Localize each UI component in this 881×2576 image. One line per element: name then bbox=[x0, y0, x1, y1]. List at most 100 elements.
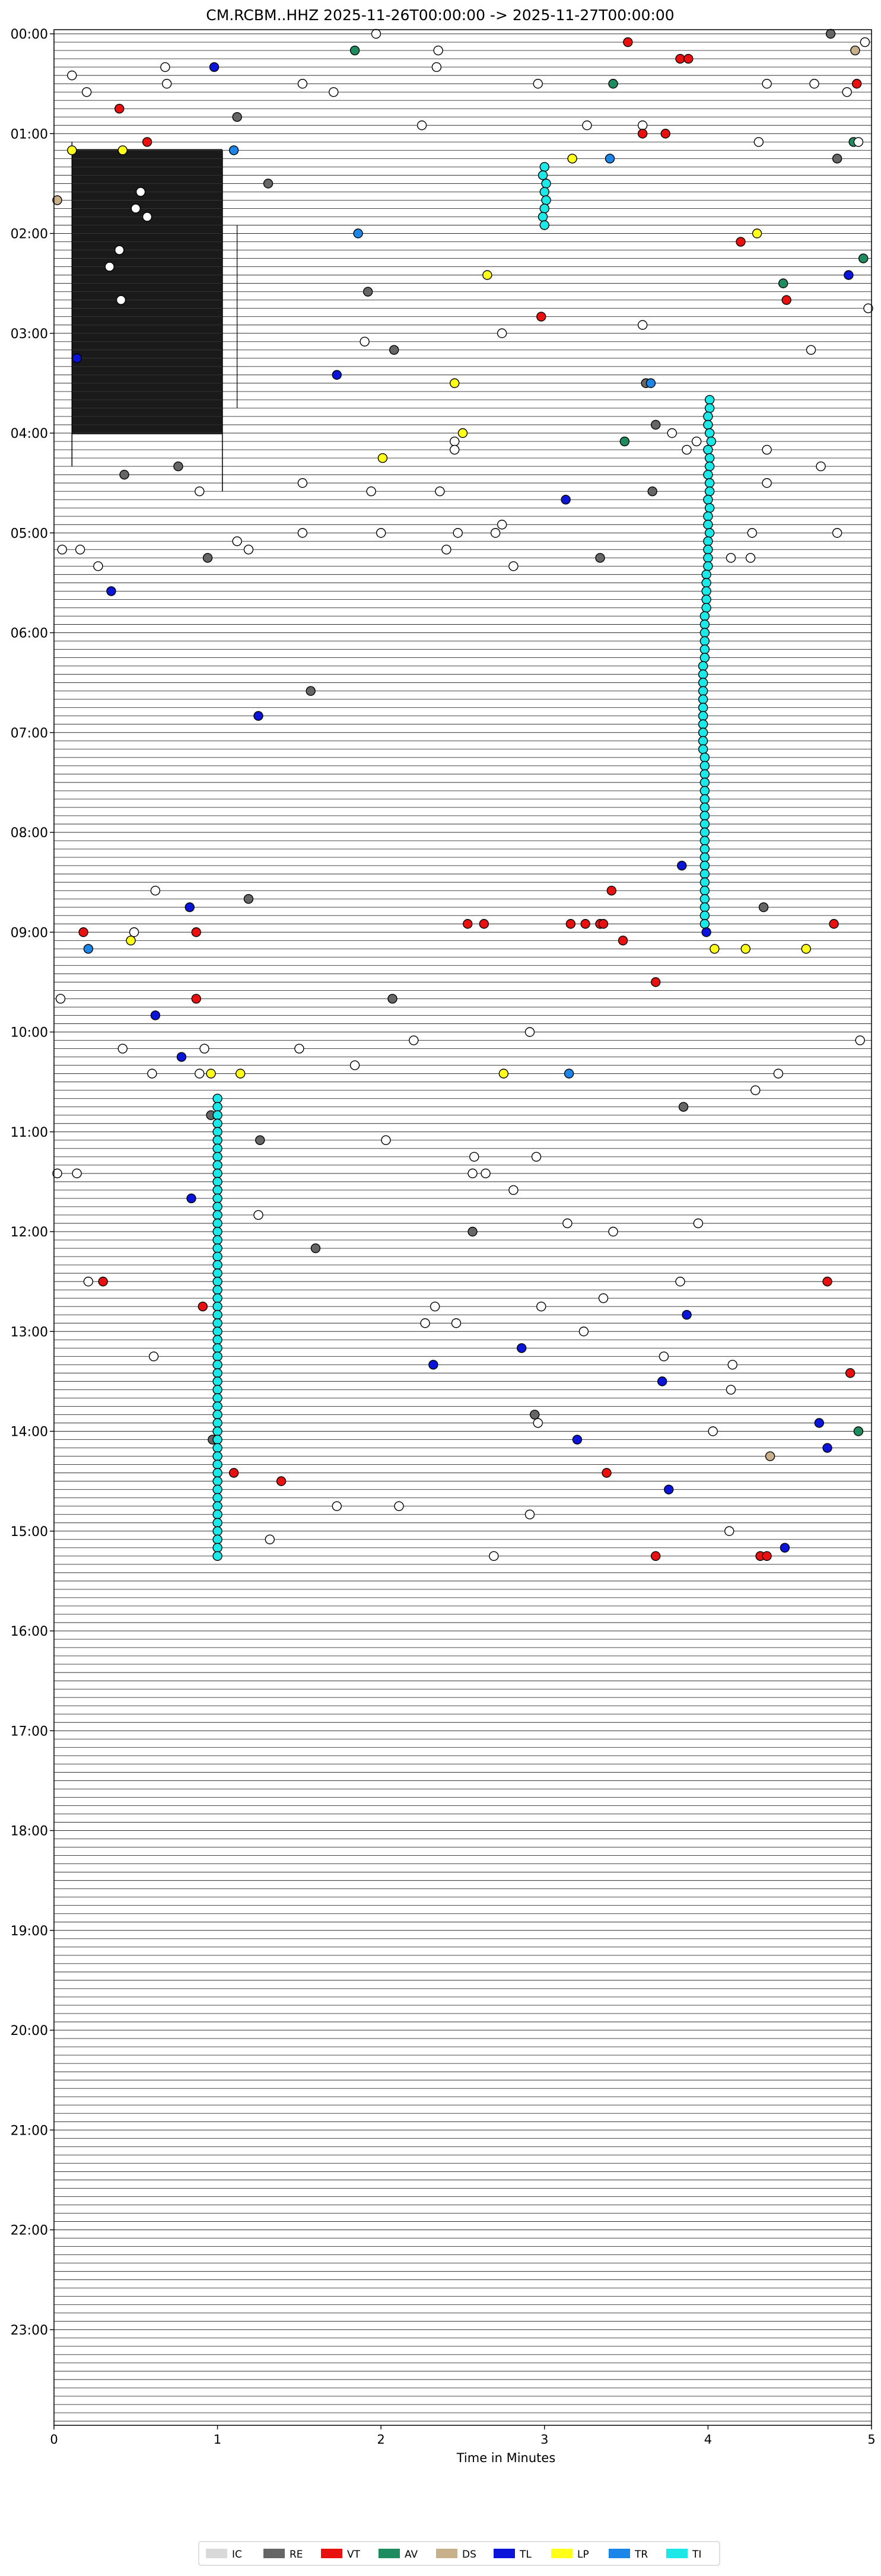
event-marker-ti bbox=[212, 1551, 222, 1561]
event-marker-lp bbox=[752, 228, 762, 238]
event-marker-lp bbox=[498, 1068, 509, 1079]
event-marker-ti bbox=[699, 893, 710, 904]
event-marker-vt bbox=[191, 927, 201, 937]
event-marker-vt bbox=[683, 53, 694, 64]
event-marker-ti bbox=[212, 1484, 222, 1494]
event-marker-ic bbox=[409, 1035, 419, 1045]
legend-swatch-re bbox=[263, 2549, 285, 2558]
event-marker-ti bbox=[698, 686, 708, 696]
event-marker-ic bbox=[659, 1351, 669, 1362]
event-marker-ic bbox=[726, 553, 736, 563]
event-marker-ic bbox=[598, 1293, 609, 1303]
event-marker-ti bbox=[699, 860, 710, 871]
event-marker-ti bbox=[212, 1543, 222, 1553]
event-marker-tl bbox=[253, 711, 263, 721]
event-marker-re bbox=[310, 1243, 321, 1254]
event-marker-ti bbox=[212, 1251, 222, 1262]
event-marker-ti bbox=[704, 403, 715, 414]
event-marker-ti bbox=[212, 1118, 222, 1128]
event-marker-ti bbox=[212, 1393, 222, 1403]
legend-box bbox=[198, 2541, 720, 2566]
event-marker-ti bbox=[701, 570, 711, 580]
event-marker-ic bbox=[750, 1085, 761, 1095]
event-marker-ti bbox=[699, 885, 710, 896]
event-marker-lp bbox=[457, 428, 468, 438]
event-marker-ti bbox=[699, 785, 710, 796]
event-marker-ti bbox=[212, 1093, 222, 1103]
event-marker-ti bbox=[212, 1193, 222, 1204]
event-marker-ic bbox=[131, 203, 141, 214]
event-marker-ti bbox=[703, 553, 713, 563]
event-marker-ic bbox=[745, 553, 756, 563]
event-marker-av bbox=[619, 436, 630, 447]
event-marker-vt bbox=[276, 1476, 287, 1486]
event-marker-ic bbox=[142, 212, 152, 222]
event-marker-vt bbox=[228, 1468, 239, 1478]
event-marker-ic bbox=[416, 120, 427, 131]
event-marker-ds bbox=[52, 195, 62, 205]
event-marker-ti bbox=[212, 1401, 222, 1411]
event-marker-ti bbox=[703, 419, 713, 430]
event-marker-ti bbox=[212, 1360, 222, 1370]
event-marker-ti bbox=[212, 1210, 222, 1220]
event-marker-ti bbox=[704, 453, 715, 463]
event-marker-re bbox=[651, 419, 661, 430]
event-marker-ic bbox=[747, 528, 758, 538]
y-tick-label: 19:00 bbox=[11, 1924, 48, 1939]
event-marker-ic bbox=[148, 1351, 159, 1362]
y-tick-label: 12:00 bbox=[11, 1225, 48, 1240]
y-tick-label: 14:00 bbox=[11, 1425, 48, 1440]
event-marker-ic bbox=[582, 120, 592, 131]
event-marker-tl bbox=[822, 1443, 832, 1453]
event-marker-tl bbox=[72, 353, 82, 364]
event-marker-tl bbox=[701, 927, 711, 937]
event-marker-tr bbox=[83, 944, 94, 954]
event-marker-ti bbox=[212, 1176, 222, 1187]
y-tick-label: 08:00 bbox=[11, 826, 48, 841]
event-marker-ic bbox=[435, 486, 445, 497]
event-marker-ti bbox=[212, 1327, 222, 1337]
event-marker-vt bbox=[602, 1468, 612, 1478]
legend-label-ic: IC bbox=[232, 2549, 242, 2561]
event-marker-tr bbox=[645, 378, 656, 389]
event-marker-tl bbox=[677, 860, 687, 871]
event-marker-ti bbox=[537, 170, 548, 180]
event-marker-ti bbox=[699, 752, 710, 763]
event-marker-ic bbox=[297, 528, 308, 538]
legend-label-tl: TL bbox=[519, 2549, 532, 2561]
event-marker-ti bbox=[212, 1476, 222, 1486]
event-marker-ti bbox=[698, 678, 708, 688]
event-marker-ic bbox=[81, 87, 92, 97]
event-marker-ti bbox=[212, 1301, 222, 1312]
event-marker-ic bbox=[297, 478, 308, 488]
event-marker-ti bbox=[212, 1509, 222, 1519]
event-marker-ti bbox=[212, 1376, 222, 1386]
event-marker-ti bbox=[704, 395, 715, 405]
event-marker-ic bbox=[533, 78, 543, 89]
event-marker-ti bbox=[699, 902, 710, 912]
event-marker-re bbox=[387, 994, 397, 1004]
event-marker-tr bbox=[605, 154, 615, 164]
event-marker-re bbox=[202, 553, 213, 563]
saturated-trace-block bbox=[71, 142, 238, 492]
event-marker-ti bbox=[703, 411, 713, 422]
legend-label-ti: TI bbox=[692, 2549, 701, 2561]
trace-rows bbox=[54, 33, 872, 2422]
event-marker-ti bbox=[212, 1468, 222, 1478]
event-marker-ic bbox=[832, 528, 842, 538]
event-marker-tl bbox=[332, 370, 342, 380]
legend-swatch-ic bbox=[206, 2549, 227, 2558]
event-marker-ti bbox=[698, 669, 708, 679]
event-marker-ic bbox=[762, 478, 772, 488]
event-marker-ti bbox=[703, 545, 713, 555]
y-tick-label: 01:00 bbox=[11, 127, 48, 142]
event-marker-re bbox=[832, 154, 842, 164]
event-marker-tl bbox=[186, 1193, 196, 1204]
legend-swatch-lp bbox=[551, 2549, 573, 2558]
event-marker-ic bbox=[381, 1135, 391, 1145]
event-marker-ti bbox=[698, 702, 708, 713]
event-marker-ti bbox=[212, 1343, 222, 1353]
y-tick-label: 05:00 bbox=[11, 526, 48, 541]
event-marker-ic bbox=[637, 320, 648, 330]
event-marker-tl bbox=[517, 1343, 527, 1353]
